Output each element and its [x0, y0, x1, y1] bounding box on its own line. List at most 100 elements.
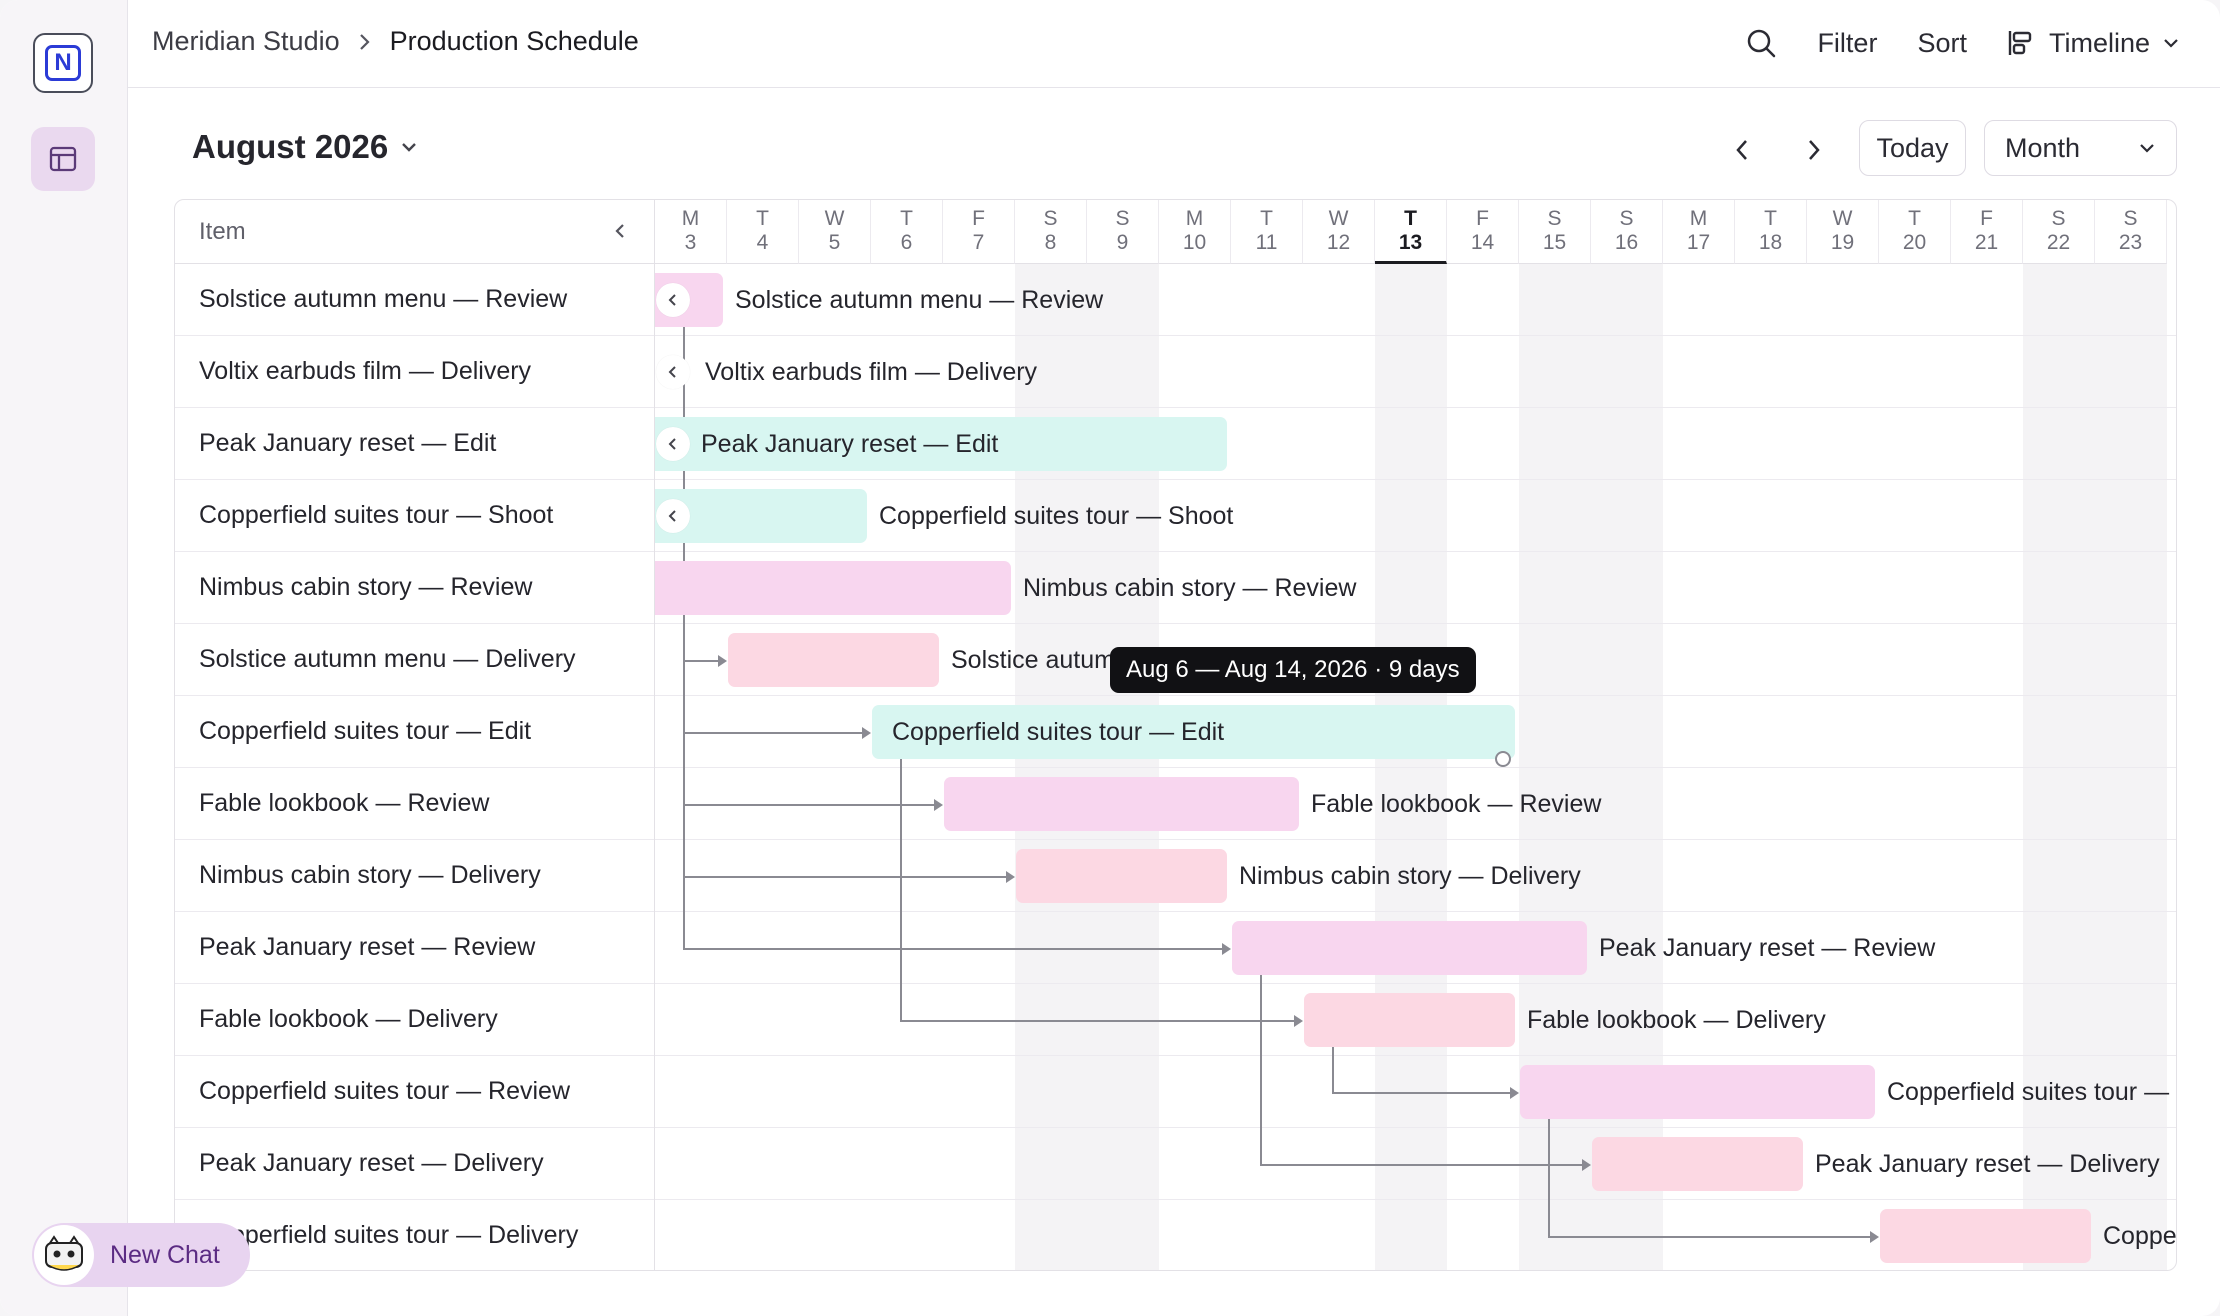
list-item[interactable]: Fable lookbook — Review — [175, 768, 654, 840]
task-bar-label: Fable lookbook — Delivery — [1527, 1006, 1826, 1034]
app-logo[interactable]: N — [33, 33, 93, 93]
dependency-arrowhead — [1582, 1159, 1591, 1171]
new-chat-label: New Chat — [110, 1240, 220, 1269]
day-of-week: F — [972, 207, 985, 230]
list-item[interactable]: Peak January reset — Delivery — [175, 1128, 654, 1200]
previous-period-button[interactable] — [1722, 130, 1762, 170]
row-divider — [655, 406, 2176, 408]
chevron-left-icon — [668, 510, 676, 522]
day-of-week: M — [681, 207, 700, 230]
dependency-connector — [683, 948, 1224, 950]
breadcrumb-workspace[interactable]: Meridian Studio — [152, 26, 340, 56]
dependency-arrowhead — [862, 727, 871, 739]
task-bar[interactable] — [1304, 993, 1515, 1047]
day-header: M 17 — [1663, 200, 1735, 264]
list-item[interactable]: Nimbus cabin story — Delivery — [175, 840, 654, 912]
row-divider — [655, 766, 2176, 768]
toolbar: Filter Sort Timeline — [1745, 20, 2180, 66]
task-bar[interactable] — [655, 561, 1011, 615]
scroll-to-task-button[interactable] — [656, 499, 690, 533]
filter-button[interactable]: Filter — [1817, 27, 1878, 58]
chevron-down-icon — [2140, 144, 2154, 153]
day-header: F 21 — [1951, 200, 2023, 264]
task-bar[interactable] — [872, 705, 1515, 759]
chevron-left-icon — [668, 438, 676, 450]
task-bar-label: Copperfield suites tour — Review — [1887, 1078, 2176, 1106]
task-bar-label: Peak January reset — Delivery — [1815, 1150, 2160, 1178]
task-bar[interactable] — [944, 777, 1299, 831]
chevron-left-icon — [668, 294, 676, 306]
top-bar: Meridian Studio Production Schedule Filt… — [128, 0, 2220, 88]
dependency-arrowhead — [1294, 1015, 1303, 1027]
day-header: W 19 — [1807, 200, 1879, 264]
month-selector[interactable]: August 2026 — [192, 128, 418, 166]
list-item[interactable]: Copperfield suites tour — Review — [175, 1056, 654, 1128]
scale-select[interactable]: Month — [1984, 120, 2177, 176]
collapse-list-button[interactable] — [614, 222, 626, 245]
view-switcher[interactable]: Timeline — [2007, 28, 2180, 59]
task-bar[interactable] — [1232, 921, 1587, 975]
new-chat-button[interactable]: New Chat — [32, 1223, 250, 1287]
list-item[interactable]: Solstice autumn menu — Review — [175, 264, 654, 336]
item-list: Solstice autumn menu — Review Voltix earb… — [175, 264, 655, 1270]
task-bar[interactable] — [1592, 1137, 1803, 1191]
chevron-down-icon — [402, 143, 417, 152]
task-bar[interactable] — [655, 417, 1227, 471]
day-number: 23 — [2118, 231, 2143, 254]
dependency-connector — [900, 1020, 1296, 1022]
task-bar[interactable] — [1880, 1209, 2091, 1263]
chevron-right-icon — [359, 33, 370, 50]
task-bar[interactable] — [1520, 1065, 1875, 1119]
day-number: 8 — [1044, 231, 1057, 254]
dependency-arrowhead — [718, 655, 727, 667]
dependency-arrowhead — [1870, 1231, 1879, 1243]
dependency-connector — [683, 804, 936, 806]
day-of-week: F — [1980, 207, 1993, 230]
dependency-connector — [900, 759, 902, 1020]
task-bar-label: Copperfield suites tour — Shoot — [879, 502, 1234, 530]
timeline-grid: M 3 T 4 W 5 T 6 F 7 S 8 S 9 M 10 T 11 W 12 T 13 F 14 S 15 S 16 M 17 T 1… — [655, 200, 2177, 1270]
resize-handle[interactable] — [1495, 751, 1511, 767]
list-item[interactable]: Peak January reset — Edit — [175, 408, 654, 480]
sort-button[interactable]: Sort — [1917, 27, 1967, 58]
scroll-to-task-button[interactable] — [656, 427, 690, 461]
view-switcher-label: Timeline — [2048, 27, 2150, 58]
task-bar[interactable] — [728, 633, 939, 687]
day-number: 13 — [1398, 231, 1423, 254]
list-item[interactable]: Fable lookbook — Delivery — [175, 984, 654, 1056]
list-item[interactable]: Peak January reset — Review — [175, 912, 654, 984]
task-bar[interactable] — [655, 489, 867, 543]
day-number: 16 — [1614, 231, 1639, 254]
list-item[interactable]: Copperfield suites tour — Edit — [175, 696, 654, 768]
chevron-left-icon — [615, 224, 624, 238]
timeline-nav-button[interactable] — [31, 127, 95, 191]
dependency-connector — [683, 732, 864, 734]
day-number: 21 — [1974, 231, 1999, 254]
dependency-arrowhead — [1006, 871, 1015, 883]
search-icon[interactable] — [1745, 27, 1777, 59]
list-item[interactable]: Nimbus cabin story — Review — [175, 552, 654, 624]
day-header: T 13 — [1375, 200, 1447, 264]
scroll-to-task-button[interactable] — [656, 283, 690, 317]
task-bar[interactable] — [1016, 849, 1227, 903]
day-number: 12 — [1326, 231, 1351, 254]
list-item[interactable]: Solstice autumn menu — Delivery — [175, 624, 654, 696]
day-header: S 22 — [2023, 200, 2095, 264]
chevron-left-icon — [1736, 140, 1747, 160]
today-button[interactable]: Today — [1859, 120, 1966, 176]
layout-icon — [49, 146, 77, 172]
scroll-to-task-button[interactable] — [656, 355, 690, 389]
task-bar-label: Copperfield suites tour — Delivery — [2103, 1222, 2177, 1250]
list-item[interactable]: Voltix earbuds film — Delivery — [175, 336, 654, 408]
day-header: M 10 — [1159, 200, 1231, 264]
day-of-week: T — [1908, 207, 1921, 230]
task-bar-label: Fable lookbook — Review — [1311, 790, 1602, 818]
row-divider — [655, 1126, 2176, 1128]
next-period-button[interactable] — [1794, 130, 1834, 170]
list-item[interactable]: Copperfield suites tour — Delivery — [175, 1200, 654, 1270]
list-item[interactable]: Copperfield suites tour — Shoot — [175, 480, 654, 552]
